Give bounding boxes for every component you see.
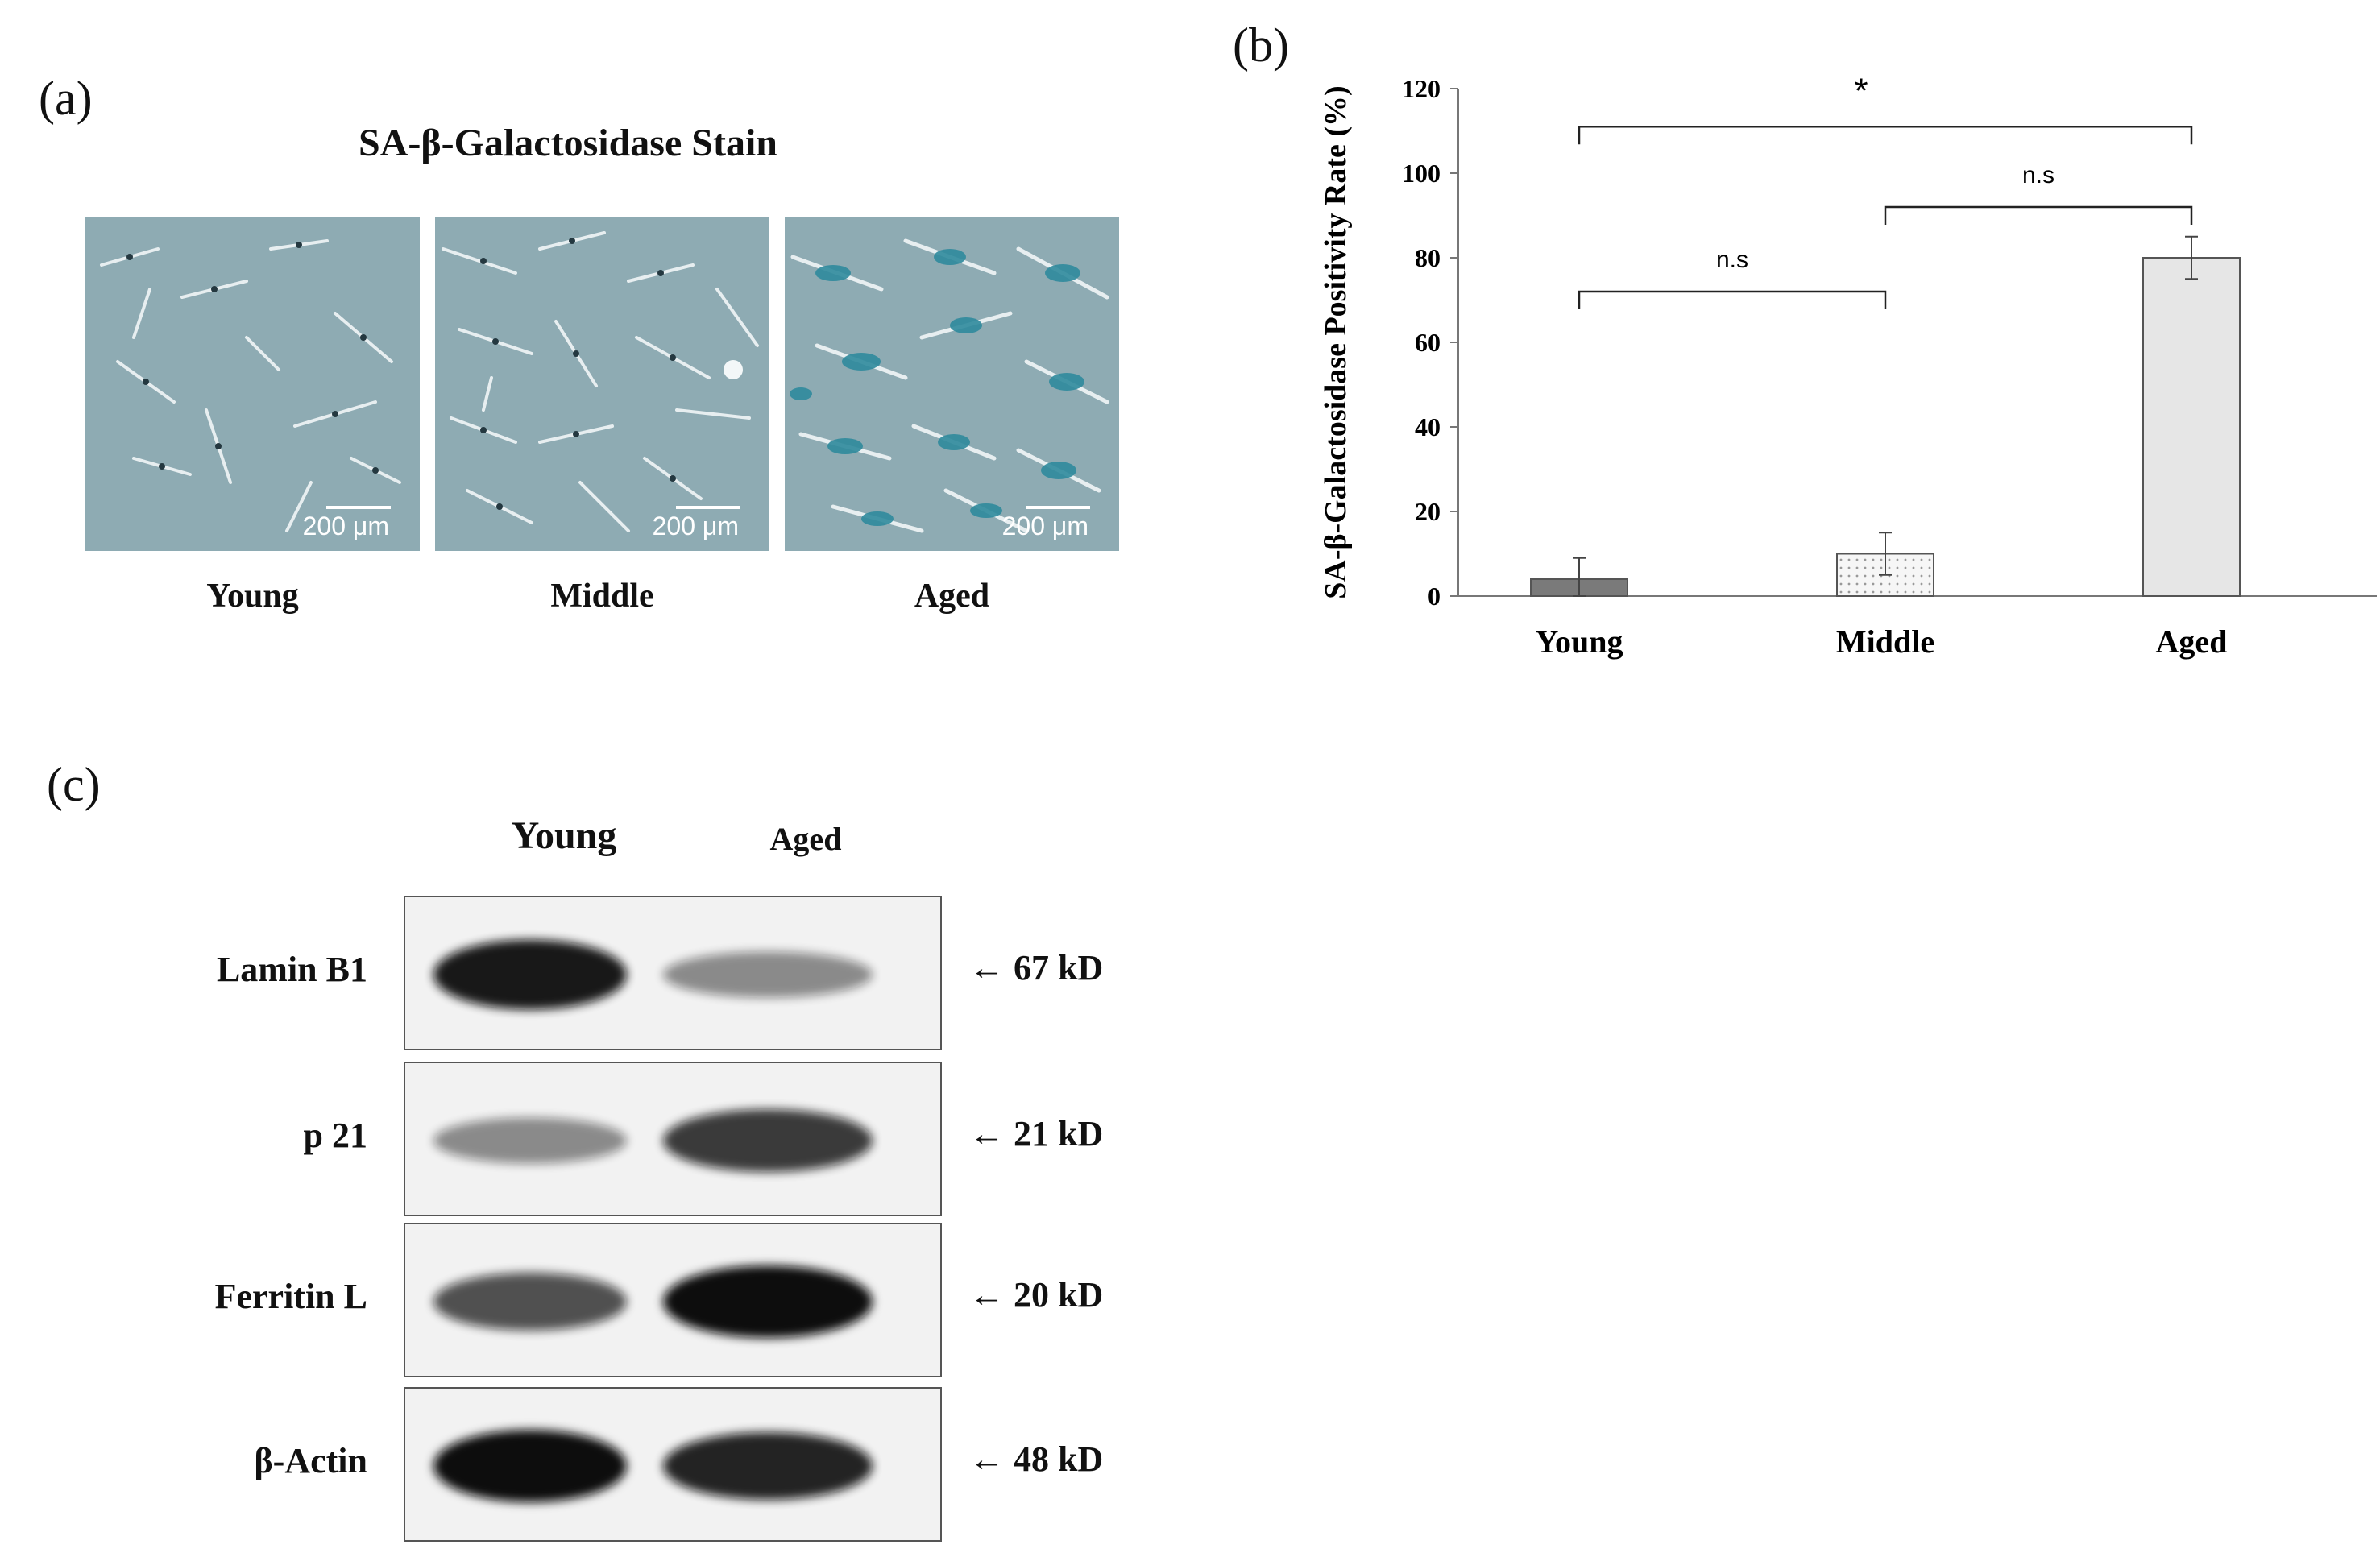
micrograph-young: 200 μm — [85, 217, 420, 551]
molecular-weight-label: ← 67 kD — [969, 948, 1104, 988]
y-tick-label: 20 — [1415, 497, 1441, 526]
blot-bands — [433, 1430, 873, 1502]
micrograph-middle: 200 μm — [435, 217, 769, 551]
blot-bands — [433, 939, 873, 1010]
panel-c-tag: (c) — [47, 758, 101, 811]
significance-bracket — [1578, 290, 1887, 309]
lane-label-young: Young — [511, 814, 617, 857]
molecular-weight-label: ← 20 kD — [969, 1275, 1104, 1315]
label-young: Young — [206, 578, 299, 615]
blot-bands — [433, 1109, 873, 1172]
scale-label-middle: 200 μm — [652, 511, 739, 540]
significance-label: n.s — [2022, 162, 2055, 188]
cell-image-middle — [435, 217, 769, 551]
y-tick-label: 60 — [1415, 328, 1441, 357]
scale-label-young: 200 μm — [302, 511, 389, 540]
scale-bar — [1026, 506, 1090, 509]
label-middle: Middle — [550, 578, 654, 615]
y-tick-label: 120 — [1402, 74, 1441, 103]
scale-bar — [326, 506, 391, 509]
molecular-weight-label: ← 21 kD — [969, 1114, 1104, 1153]
bar-aged — [2142, 257, 2241, 597]
y-tick-label: 80 — [1415, 243, 1441, 272]
blot-strip — [404, 1062, 942, 1216]
y-tick-label: 100 — [1402, 159, 1441, 188]
x-tick-label: Young — [1536, 623, 1623, 660]
significance-label: * — [1854, 71, 1868, 110]
micrograph-aged: 200 μm — [785, 217, 1119, 551]
scale-label-aged: 200 μm — [1001, 511, 1088, 540]
y-tick-label: 40 — [1415, 412, 1441, 441]
significance-bracket — [1884, 205, 2193, 225]
blot-row-label: p 21 — [303, 1116, 367, 1155]
y-axis-label: SA-β-Galactosidase Positivity Rate (%) — [1319, 85, 1353, 598]
blot-strip — [404, 896, 942, 1050]
panel-b-tag: (b) — [1233, 19, 1289, 72]
x-tick-label: Middle — [1836, 623, 1934, 660]
blot-strip — [404, 1387, 942, 1542]
significance-bracket — [1578, 126, 2193, 145]
blot-strip — [404, 1223, 942, 1377]
label-aged: Aged — [914, 578, 990, 615]
blot-row-label: Lamin B1 — [216, 950, 367, 989]
lane-label-aged: Aged — [769, 821, 842, 857]
blot-row-label: β-Actin — [254, 1441, 368, 1480]
blot-bands — [433, 1265, 873, 1338]
panel-a-title: SA-β-Galactosidase Stain — [359, 122, 777, 164]
y-tick-label: 0 — [1428, 582, 1441, 611]
cell-image-young — [85, 217, 420, 551]
blot-row-label: Ferritin L — [214, 1277, 367, 1316]
scale-bar — [676, 506, 740, 509]
cell-image-aged — [785, 217, 1119, 551]
bar-chart: 0 20 40 60 80 100 120 SA-β-Galactosidase Positi… — [1319, 71, 2377, 660]
panel-a-tag: (a) — [39, 72, 93, 125]
x-tick-label: Aged — [2156, 623, 2228, 660]
significance-label: n.s — [1716, 246, 1748, 273]
molecular-weight-label: ← 48 kD — [969, 1439, 1104, 1479]
